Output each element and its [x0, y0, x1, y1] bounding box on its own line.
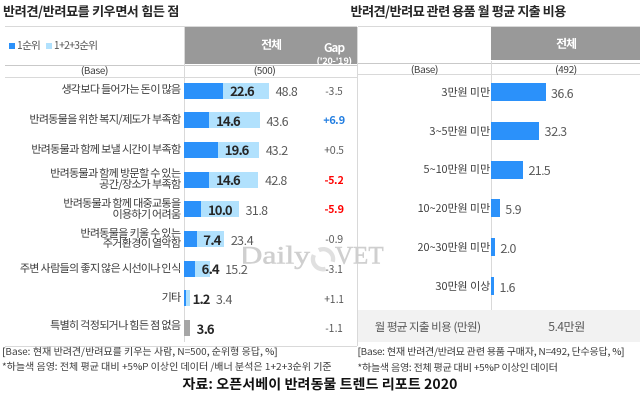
svg-text:Daily: Daily: [243, 243, 311, 270]
svg-text:VET: VET: [335, 243, 384, 270]
